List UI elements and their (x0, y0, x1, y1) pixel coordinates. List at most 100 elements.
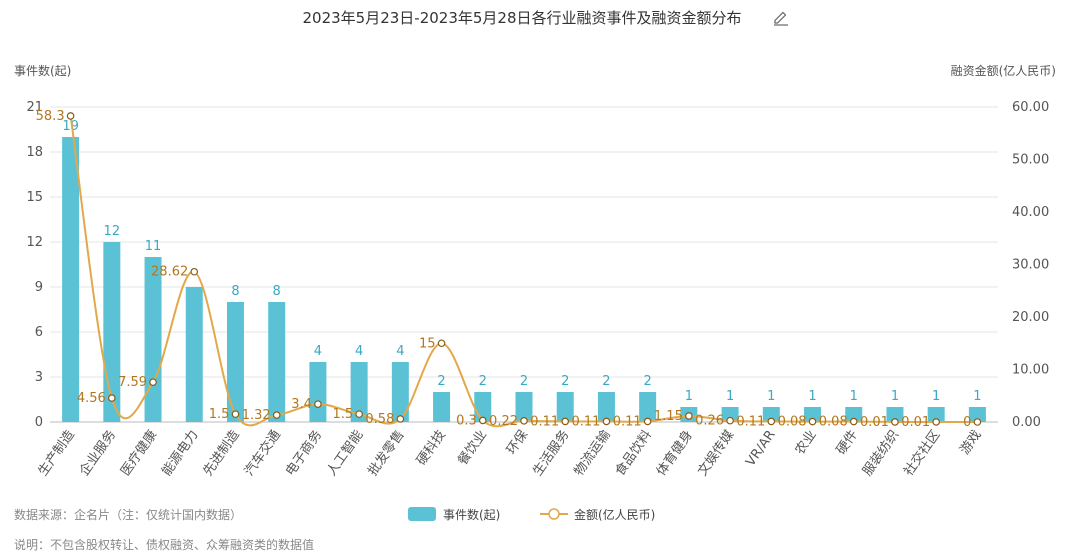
y-tick-left: 9 (35, 280, 43, 295)
bar[interactable] (597, 392, 615, 422)
line-point[interactable] (808, 417, 817, 426)
x-tick-label: 物流运输 (571, 427, 614, 479)
footer-note: 说明：不包含股权转让、债权融资、众筹融资类的数据值 (14, 537, 314, 552)
bar[interactable] (556, 392, 574, 422)
line-data-label: 1.5 (332, 407, 353, 422)
x-tick-label: 批发零售 (365, 427, 408, 479)
grid-lines (50, 106, 998, 423)
line-point[interactable] (520, 417, 528, 425)
line-point[interactable] (149, 378, 157, 386)
legend-line-marker (548, 508, 560, 520)
bar-data-label: 1 (685, 389, 693, 404)
line-data-label: 1.5 (209, 407, 230, 422)
line-point[interactable] (973, 418, 982, 426)
y-tick-left: 6 (35, 325, 43, 340)
line-data-label: 0.11 (736, 414, 765, 429)
bar[interactable] (968, 407, 986, 422)
chart-title: 2023年5月23日-2023年5月28日各行业融资事件及融资金额分布 (302, 9, 741, 27)
y-axis-left-ticks: 0 3 6 9 12 15 18 21 (26, 100, 43, 430)
line-point[interactable] (108, 394, 116, 402)
bar[interactable] (350, 362, 368, 422)
bar-data-label: 2 (602, 374, 610, 389)
bar[interactable] (515, 392, 533, 422)
line-point[interactable] (849, 417, 858, 426)
line-point[interactable] (396, 415, 405, 423)
bar[interactable] (62, 137, 80, 422)
line-data-label: 0.11 (571, 414, 600, 429)
line-point[interactable] (932, 418, 940, 426)
line-point[interactable] (561, 417, 570, 426)
x-tick-label: 食品饮料 (612, 427, 655, 479)
legend-line-label[interactable]: 金额(亿人民币) (574, 507, 655, 522)
legend-bar-swatch[interactable] (408, 507, 436, 521)
line-point[interactable] (355, 410, 363, 418)
line-point[interactable] (602, 417, 611, 426)
y-axis-right-title: 融资金额(亿人民币) (951, 63, 1056, 78)
line-point[interactable] (66, 112, 75, 120)
line-point[interactable] (726, 416, 734, 425)
line-data-label: 0.11 (613, 414, 642, 429)
bar[interactable] (845, 407, 863, 422)
pencil-icon[interactable] (774, 11, 788, 26)
bar[interactable] (144, 257, 162, 422)
line-point[interactable] (231, 410, 240, 418)
bar-data-label: 1 (767, 389, 775, 404)
bar[interactable] (433, 392, 451, 422)
x-tick-label: 生产制造 (36, 428, 78, 479)
x-tick-label: 餐饮业 (455, 427, 490, 468)
bar-data-label: 2 (644, 374, 652, 389)
bar[interactable] (886, 407, 904, 422)
line-data-label: 0.08 (819, 415, 848, 430)
legend-bar-label[interactable]: 事件数(起) (443, 507, 500, 522)
bar[interactable] (804, 407, 822, 422)
bar[interactable] (226, 302, 244, 422)
bar[interactable] (721, 407, 739, 422)
line-data-labels: 58.3 4.56 7.59 28.62 1.5 1.32 3.4 1.5 0.58 15 0.3 0… (36, 109, 972, 430)
line-data-label: 1.32 (242, 408, 271, 423)
line-point[interactable] (437, 339, 446, 348)
line-data-label: 3.4 (291, 397, 312, 412)
line-data-label: 0.3 (456, 413, 477, 428)
line-point[interactable] (767, 417, 776, 426)
bar[interactable] (762, 407, 780, 422)
bar-data-label: 4 (314, 344, 322, 359)
bar-data-label: 8 (231, 284, 239, 299)
x-tick-label: 农业 (793, 428, 820, 458)
bar[interactable] (309, 362, 327, 422)
bar[interactable] (639, 392, 657, 422)
y-tick-right: 60.00 (1012, 100, 1049, 115)
y-tick-left: 15 (26, 190, 43, 205)
x-tick-label: 硬件 (834, 428, 861, 458)
y-tick-right: 50.00 (1012, 153, 1049, 168)
bar-data-label: 11 (145, 239, 162, 254)
bar[interactable] (268, 302, 286, 422)
x-tick-label: 环保 (504, 428, 531, 458)
legend: 事件数(起) 金额(亿人民币) (408, 507, 655, 522)
line-point[interactable] (272, 411, 281, 419)
y-tick-right: 0.00 (1012, 415, 1041, 430)
line-data-label: 0.01 (901, 415, 930, 430)
bar[interactable] (185, 287, 203, 422)
line-point[interactable] (190, 267, 199, 276)
bar-data-label: 12 (104, 224, 121, 239)
line-data-label: 0.08 (778, 415, 807, 430)
x-tick-label: 人工智能 (324, 428, 366, 479)
line-point[interactable] (643, 417, 652, 426)
bar[interactable] (927, 407, 945, 422)
line-point[interactable] (685, 412, 693, 420)
line-data-label: 0.22 (489, 414, 518, 429)
y-tick-left: 0 (35, 415, 43, 430)
y-axis-right-ticks: 0.00 10.00 20.00 30.00 40.00 50.00 60.00 (1012, 100, 1049, 430)
x-tick-label: 汽车交通 (241, 427, 284, 479)
line-data-label: 0.11 (530, 414, 559, 429)
line-point[interactable] (478, 416, 487, 425)
line-series (66, 112, 982, 428)
line-point[interactable] (891, 418, 899, 426)
line-point[interactable] (314, 400, 322, 408)
x-tick-label: 体育健身 (653, 427, 696, 479)
y-tick-right: 40.00 (1012, 205, 1049, 220)
bar[interactable] (391, 362, 409, 422)
x-tick-label: 社交社区 (901, 427, 944, 479)
